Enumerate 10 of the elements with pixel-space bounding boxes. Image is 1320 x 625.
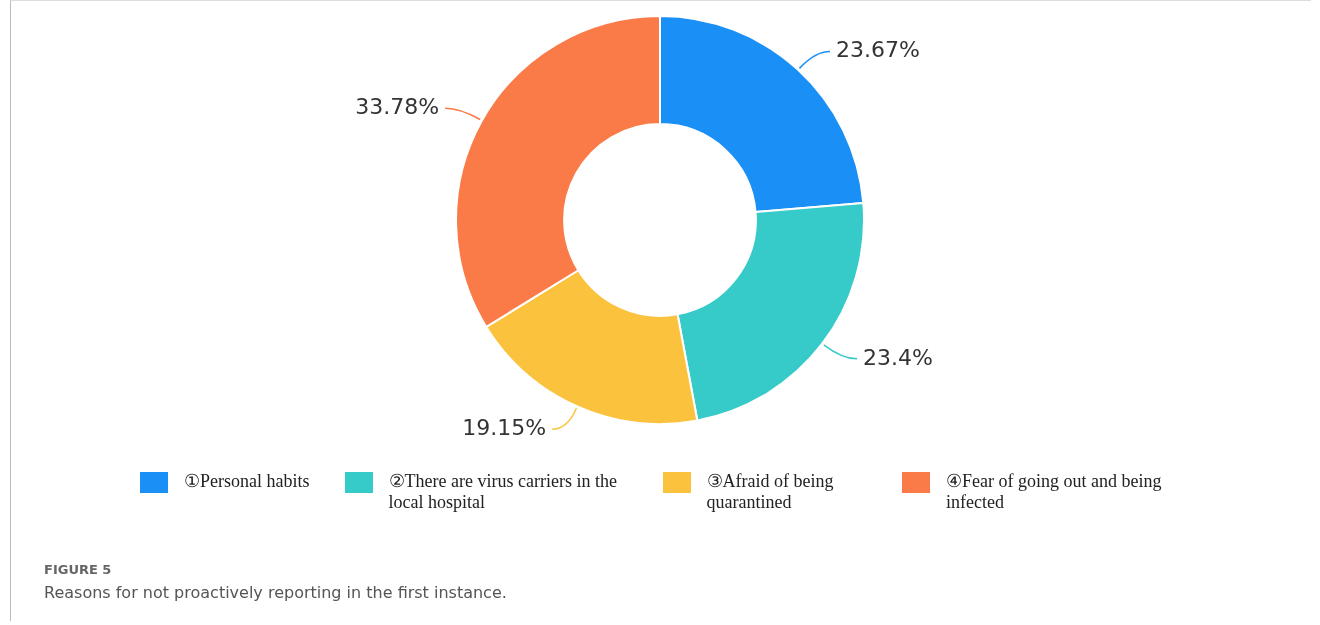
legend-label: ②There are virus carriers in the local hospital <box>388 470 618 513</box>
legend-label: ①Personal habits <box>184 470 310 492</box>
legend-label: ③Afraid of being quarantined <box>706 470 835 513</box>
data-label: 33.78% <box>355 94 440 120</box>
data-label: 19.15% <box>462 415 547 441</box>
data-label: 23.4% <box>863 344 933 370</box>
data-label: 23.67% <box>836 37 920 63</box>
legend-label: ④Fear of going out and being infected <box>946 470 1163 513</box>
caption: FIGURE 5 <box>44 562 112 577</box>
text: Reasons for not proactively reporting in the first instance. <box>44 583 507 602</box>
